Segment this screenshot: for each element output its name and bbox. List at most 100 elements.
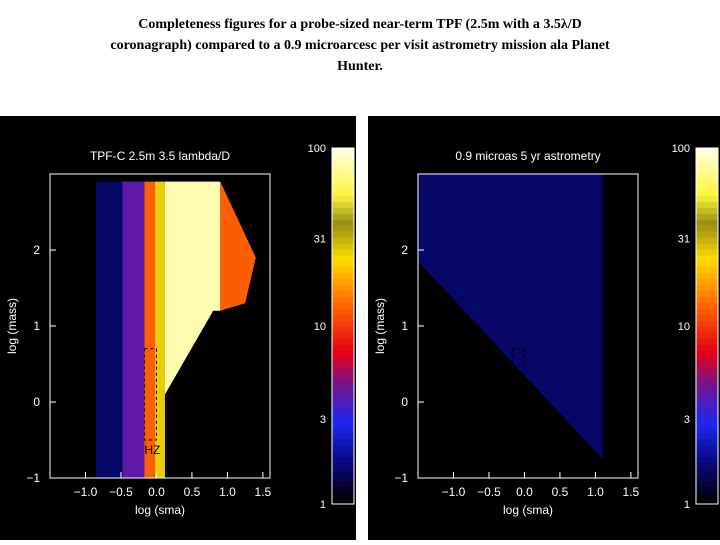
tpf-colorbar-cell <box>332 462 354 469</box>
astro-colorbar-cell <box>696 450 718 458</box>
astro-colorbar-cell <box>696 219 718 226</box>
tpf-chart-title: TPF-C 2.5m 3.5 lambda/D <box>90 149 230 163</box>
astro-colorbar-cell <box>696 260 718 268</box>
tpf-colorbar-cell <box>332 284 354 291</box>
caption-line-1: Completeness figures for a probe-sized n… <box>138 17 582 32</box>
astro-colorbar-cell <box>696 480 718 487</box>
tpf-colorbar-cell <box>332 456 354 464</box>
astro-colorbar-cell <box>696 486 718 493</box>
tpf-colorbar-cell <box>332 254 354 262</box>
astro-x-tick-label: 0.5 <box>552 485 569 499</box>
tpf-colorbar-cell <box>332 438 354 446</box>
astro-colorbar-cell <box>696 444 718 452</box>
astro-colorbar-cell <box>696 438 718 446</box>
astro-colorbar-cell <box>696 278 718 286</box>
astro-colorbar-cell <box>696 308 718 315</box>
astro-colorbar-cell <box>696 225 718 232</box>
astro-colorbar-cell <box>696 177 718 185</box>
astro-colorbar-cell <box>696 420 718 428</box>
astro-colorbar-cell <box>696 415 718 422</box>
tpf-colorbar-cell <box>332 403 354 410</box>
tpf-colorbar-cell <box>332 242 354 250</box>
tpf-colorbar-cell <box>332 248 354 256</box>
tpf-draft-label: DRAFT <box>175 451 208 462</box>
tpf-x-tick-label: 1.5 <box>255 485 272 499</box>
astro-colorbar-tick-label: 10 <box>678 321 690 333</box>
tpf-x-tick-label: 1.0 <box>219 485 236 499</box>
tpf-colorbar-cell <box>332 432 354 440</box>
tpf-band-2 <box>144 181 156 478</box>
astro-colorbar-cell <box>696 284 718 291</box>
tpf-colorbar-cell <box>332 480 354 487</box>
tpf-colorbar-cell <box>332 159 354 167</box>
tpf-colorbar-cell <box>332 498 354 505</box>
tpf-colorbar-cell <box>332 326 354 333</box>
tpf-colorbar-tick-label: 10 <box>314 321 326 333</box>
tpf-colorbar-cell <box>332 272 354 280</box>
tpf-colorbar-cell <box>332 415 354 422</box>
caption-line-3: Hunter. <box>337 59 383 74</box>
astro-period-limit <box>602 174 638 478</box>
astro-x-tick-label: 1.5 <box>623 485 640 499</box>
astro-colorbar-frame <box>695 147 719 505</box>
tpf-colorbar-cell <box>332 343 354 351</box>
astro-colorbar-tick-label: 3 <box>684 414 690 426</box>
astro-colorbar-tick-label: 31 <box>678 234 690 246</box>
tpf-colorbar-tick-label: 3 <box>320 414 326 426</box>
tpf-colorbar-cell <box>332 361 354 369</box>
astro-colorbar-cell <box>696 403 718 410</box>
astro-colorbar-cell <box>696 349 718 357</box>
astro-colorbar-cell <box>696 391 718 398</box>
tpf-colorbar-cell <box>332 171 354 179</box>
astro-y-tick-label: −1 <box>394 471 408 485</box>
tpf-colorbar-cell <box>332 302 354 309</box>
astro-x-tick-label: 1.0 <box>587 485 604 499</box>
tpf-colorbar-cell <box>332 278 354 286</box>
astro-colorbar-cell <box>696 242 718 250</box>
astro-colorbar-cell <box>696 373 718 380</box>
astro-colorbar-cell <box>696 290 718 297</box>
astro-hz-label: HZ <box>512 443 528 457</box>
astro-y-tick-label: 2 <box>401 243 408 257</box>
caption-line-2: coronagraph) compared to a 0.9 microarce… <box>110 38 610 53</box>
astro-colorbar-cell <box>696 302 718 309</box>
tpf-colorbar-cell <box>332 201 354 208</box>
astro-colorbar-cell <box>696 361 718 369</box>
tpf-colorbar-cell <box>332 373 354 380</box>
tpf-colorbar-cell <box>332 231 354 238</box>
tpf-colorbar-cell <box>332 391 354 398</box>
astro-colorbar-cell <box>696 183 718 191</box>
astro-colorbar-cell <box>696 326 718 333</box>
tpf-y-tick-label: −1 <box>26 471 40 485</box>
astro-colorbar-cell <box>696 237 718 244</box>
astro-colorbar-cell <box>696 213 718 220</box>
tpf-completeness-chart: TPF-C 2.5m 3.5 lambda/D −1.0 −0.5 0.0 0.5 1.0… <box>5 143 355 517</box>
astro-colorbar-cell <box>696 189 718 197</box>
tpf-colorbar-cell <box>332 367 354 375</box>
astro-colorbar-cell <box>696 409 718 416</box>
astro-x-tick-label: −0.5 <box>477 485 501 499</box>
astro-colorbar-cell <box>696 379 718 386</box>
astro-colorbar-cell <box>696 385 718 392</box>
tpf-band-1 <box>122 181 145 478</box>
tpf-colorbar-cell <box>332 320 354 327</box>
tpf-colorbar-cell <box>332 195 354 202</box>
tpf-colorbar-cell <box>332 426 354 434</box>
tpf-colorbar-cell <box>332 409 354 416</box>
tpf-x-tick-label: −1.0 <box>74 485 98 499</box>
tpf-band-3 <box>155 181 165 478</box>
astro-x-tick-label: −1.0 <box>442 485 466 499</box>
tpf-colorbar-cell <box>332 308 354 315</box>
astro-colorbar-cell <box>696 171 718 179</box>
astro-colorbar-cell <box>696 367 718 375</box>
tpf-colorbar-cell <box>332 349 354 357</box>
astro-y-tick-label: 1 <box>401 319 408 333</box>
tpf-completeness-panel: TPF-C 2.5m 3.5 lambda/D −1.0 −0.5 0.0 0.5 1.0… <box>0 116 356 540</box>
astro-colorbar-cell <box>696 355 718 363</box>
tpf-colorbar-cell <box>332 486 354 493</box>
tpf-colorbar-cell <box>332 213 354 220</box>
tpf-colorbar-tick-label: 31 <box>314 234 326 246</box>
astro-colorbar-cell <box>696 498 718 505</box>
tpf-colorbar-tick-label: 100 <box>308 143 326 155</box>
tpf-colorbar-cell <box>332 444 354 452</box>
